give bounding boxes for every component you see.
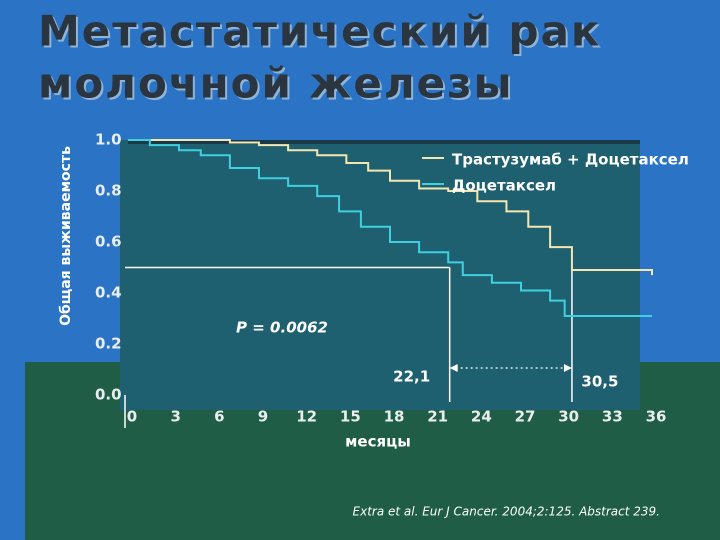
x-axis-label: месяцы bbox=[345, 433, 411, 451]
y-axis-label: Общая выживаемость bbox=[58, 146, 74, 326]
title-line: молочной железы bbox=[38, 59, 513, 108]
legend-label: Трастузумаб + Доцетаксел bbox=[452, 151, 689, 169]
x-tick-label: 36 bbox=[646, 408, 667, 426]
median-label: 30,5 bbox=[581, 373, 618, 391]
top-border bbox=[128, 140, 640, 144]
p-value: P = 0.0062 bbox=[236, 319, 328, 337]
x-tick-label: 6 bbox=[214, 408, 224, 426]
y-tick-label: 1.0 bbox=[95, 131, 122, 149]
legend-label: Доцетаксел bbox=[452, 177, 556, 195]
x-tick-label: 15 bbox=[340, 408, 361, 426]
x-tick-label: 27 bbox=[515, 408, 536, 426]
plot-area bbox=[120, 140, 640, 410]
x-tick-label: 24 bbox=[471, 408, 492, 426]
x-tick-label: 12 bbox=[296, 408, 317, 426]
y-tick-label: 0.0 bbox=[95, 386, 122, 404]
x-tick-label: 30 bbox=[558, 408, 579, 426]
median-label: 22,1 bbox=[393, 368, 430, 386]
y-tick-label: 0.4 bbox=[95, 284, 122, 302]
x-tick-label: 18 bbox=[384, 408, 405, 426]
x-tick-label: 3 bbox=[170, 408, 180, 426]
y-tick-label: 0.6 bbox=[95, 233, 122, 251]
title-line: Метастатический рак bbox=[38, 7, 601, 56]
x-tick-label: 33 bbox=[602, 408, 623, 426]
x-tick-label: 9 bbox=[258, 408, 268, 426]
y-tick-label: 0.8 bbox=[95, 182, 122, 200]
x-tick-label: 0 bbox=[127, 408, 137, 426]
survival-curve bbox=[128, 139, 653, 276]
x-tick-label: 21 bbox=[427, 408, 448, 426]
survival-curve bbox=[128, 139, 652, 317]
y-tick-label: 0.2 bbox=[95, 335, 122, 353]
citation: Extra et al. Eur J Cancer. 2004;2:125. A… bbox=[353, 505, 660, 519]
